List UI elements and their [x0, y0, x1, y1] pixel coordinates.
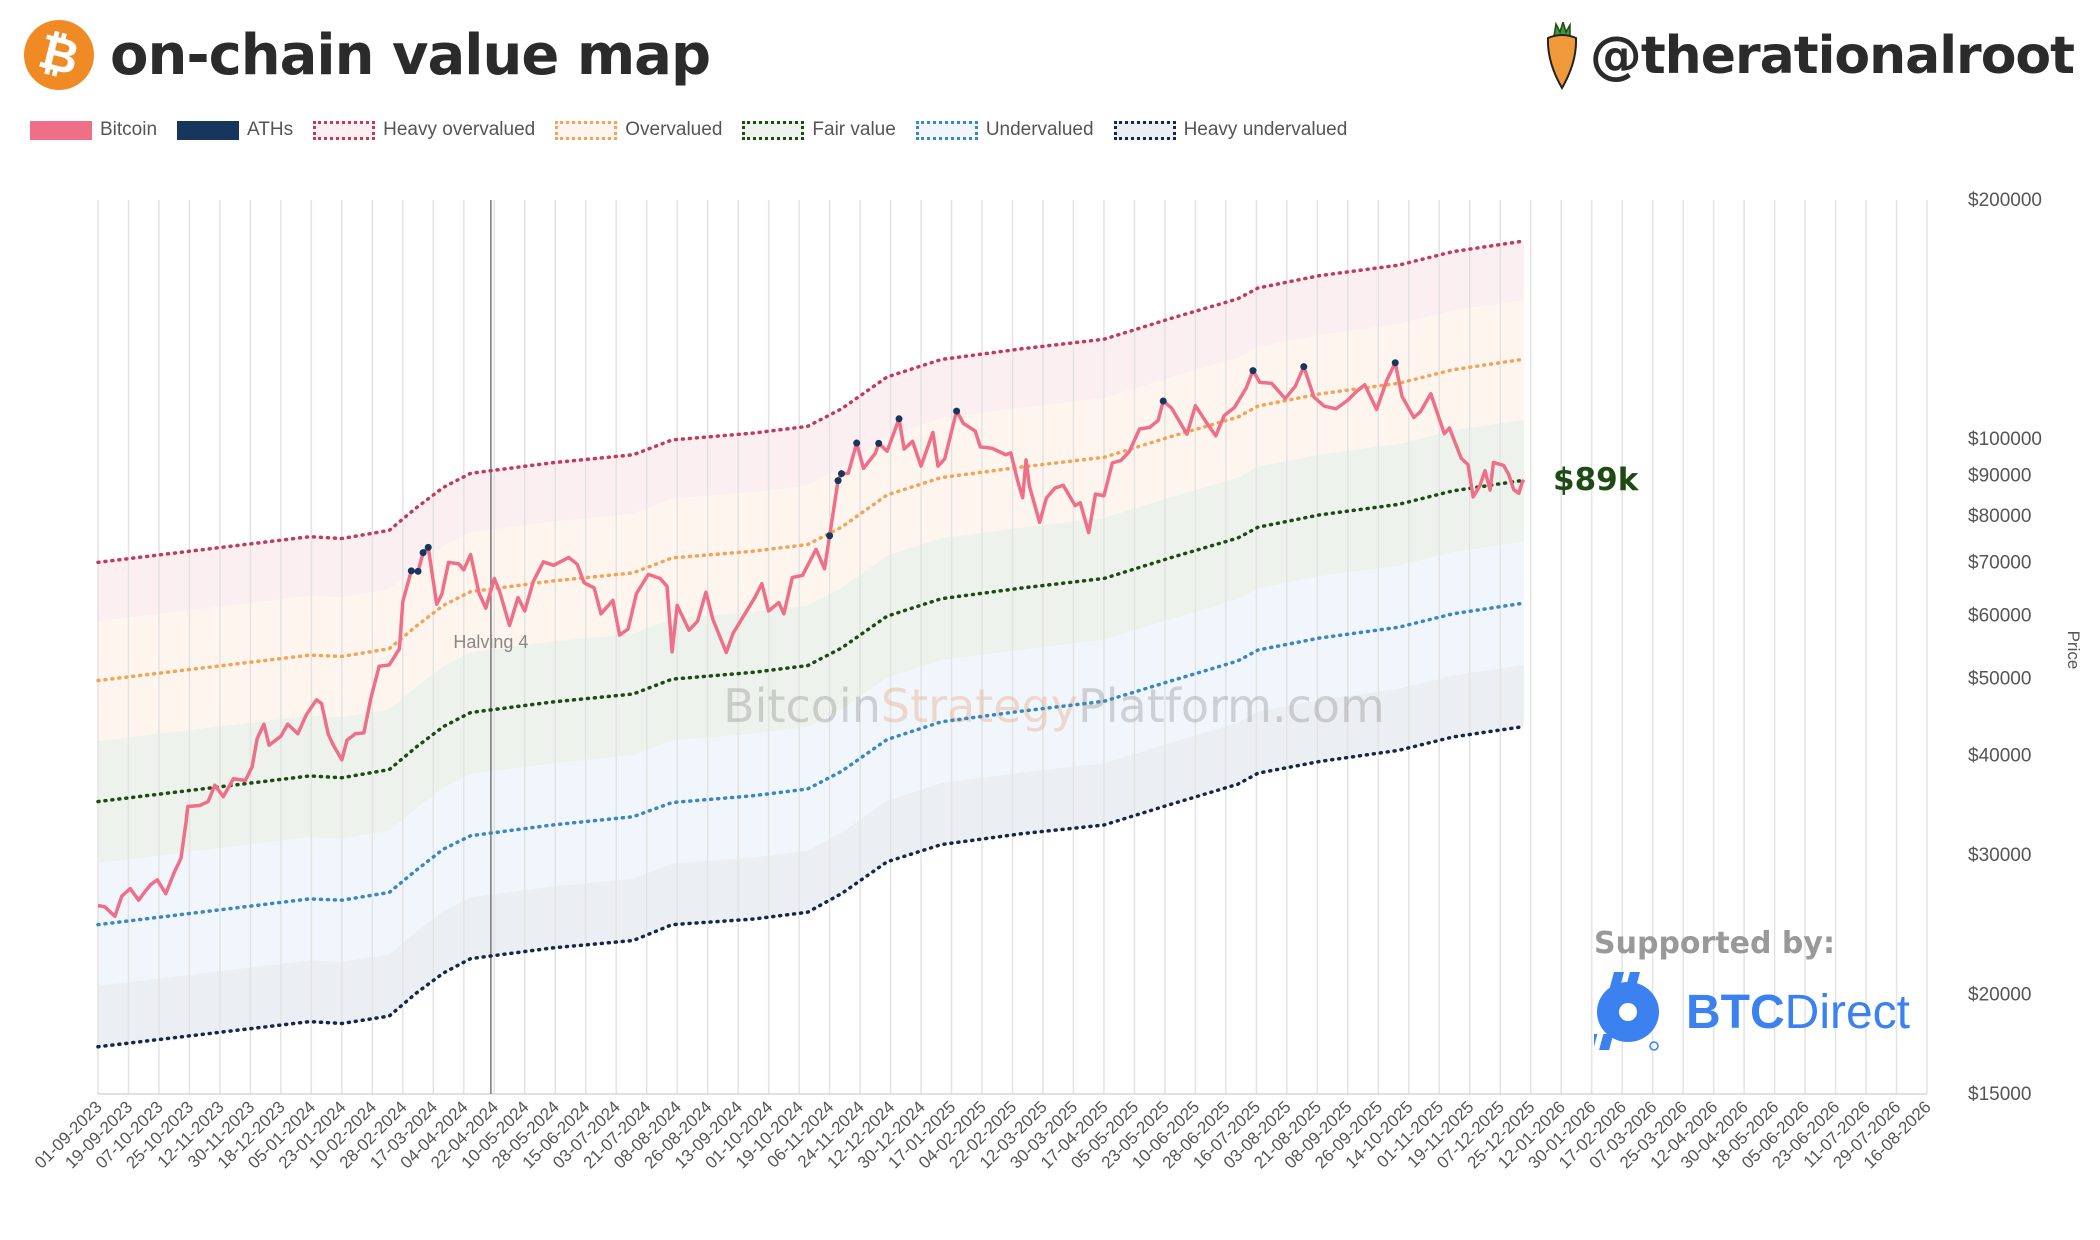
ath-point: [853, 439, 861, 447]
watermark-part: Bitcoin: [723, 679, 881, 733]
watermark-part: Strategy: [881, 679, 1078, 733]
legend-item-heavy-overvalued[interactable]: Heavy overvalued: [313, 119, 535, 141]
ath-point: [407, 567, 415, 575]
heavy-undervalued-line: [96, 724, 1526, 1049]
y-axis-label: Price: [2064, 631, 2083, 670]
legend-swatch: [555, 120, 618, 140]
legend-item-bitcoin[interactable]: Bitcoin: [30, 119, 157, 141]
chart-legend: Bitcoin ATHs Heavy overvalued Overvalued Fai…: [30, 119, 1367, 141]
btc-direct-logo: BTCDirect: [1594, 972, 1910, 1052]
legend-swatch: [177, 120, 240, 140]
y-tick-label: $60000: [1968, 606, 2031, 627]
legend-swatch: [30, 120, 92, 140]
legend-label: Undervalued: [985, 119, 1094, 140]
current-price-label: $89k: [1553, 462, 1639, 498]
legend-label: Heavy undervalued: [1183, 119, 1348, 140]
fair-value-line: [96, 478, 1526, 804]
y-tick-label: $70000: [1968, 552, 2031, 573]
ath-point: [414, 567, 422, 575]
carrot-icon: [1546, 22, 1577, 90]
watermark-part: Platform.com: [1078, 679, 1385, 733]
ath-point: [1249, 367, 1257, 375]
legend-swatch: [1113, 120, 1176, 140]
legend-item-fair-value[interactable]: Fair value: [742, 119, 896, 141]
heavy-undervalued-zone: [98, 664, 1524, 1047]
legend-item-heavy-undervalued[interactable]: Heavy undervalued: [1113, 119, 1348, 141]
ath-point: [834, 477, 842, 485]
legend-label: Fair value: [812, 119, 896, 140]
legend-swatch: [742, 120, 805, 140]
fair-value-zone: [98, 419, 1524, 864]
legend-item-aths[interactable]: ATHs: [177, 119, 293, 141]
overvalued-line: [96, 357, 1526, 683]
ath-point: [1159, 397, 1167, 405]
page-title: on-chain value map: [110, 22, 711, 88]
legend-swatch: [313, 120, 376, 140]
author-handle-block: @therationalroot: [1544, 22, 2075, 90]
y-tick-label: $50000: [1968, 668, 2031, 689]
legend-swatch: [915, 120, 978, 140]
legend-label: Bitcoin: [100, 119, 158, 140]
sponsor-label: Supported by:: [1594, 926, 1835, 961]
overvalued-zone: [98, 300, 1524, 742]
ath-point: [826, 532, 834, 540]
y-tick-label: $200000: [1968, 190, 2042, 211]
undervalued-zone: [98, 541, 1524, 986]
ath-point: [1391, 359, 1399, 367]
ath-point: [875, 439, 883, 447]
legend-label: ATHs: [247, 119, 294, 140]
y-tick-label: $80000: [1968, 506, 2031, 527]
y-tick-label: $20000: [1968, 985, 2031, 1006]
ath-point: [1300, 363, 1308, 371]
legend-label: Overvalued: [625, 119, 723, 140]
heavy-overvalued-zone: [98, 240, 1524, 622]
bitcoin-price-line: [97, 361, 1526, 919]
undervalued-line: [96, 601, 1526, 927]
y-tick-label: $100000: [1968, 429, 2042, 450]
chart-title-block: ₿ on-chain value map: [16, 12, 711, 98]
author-handle: @therationalroot: [1589, 26, 2075, 86]
btc-direct-coin-icon: [1594, 972, 1659, 1051]
heavy-overvalued-line: [96, 239, 1526, 565]
watermark: BitcoinStrategyPlatform.com: [723, 679, 1385, 733]
y-tick-label: $30000: [1968, 845, 2031, 866]
ath-point: [424, 543, 432, 551]
y-tick-label: $15000: [1968, 1084, 2031, 1105]
legend-item-overvalued[interactable]: Overvalued: [555, 119, 722, 141]
ath-point: [419, 549, 427, 557]
legend-item-undervalued[interactable]: Undervalued: [915, 119, 1094, 141]
y-tick-label: $90000: [1968, 466, 2031, 487]
ath-point: [837, 470, 845, 478]
halving-label: Halving 4: [453, 632, 528, 652]
y-tick-label: $40000: [1968, 745, 2031, 766]
legend-label: Heavy overvalued: [383, 119, 536, 140]
ath-point: [953, 407, 961, 415]
ath-point: [895, 415, 903, 423]
btc-direct-wordmark: BTCDirect: [1686, 985, 1910, 1039]
